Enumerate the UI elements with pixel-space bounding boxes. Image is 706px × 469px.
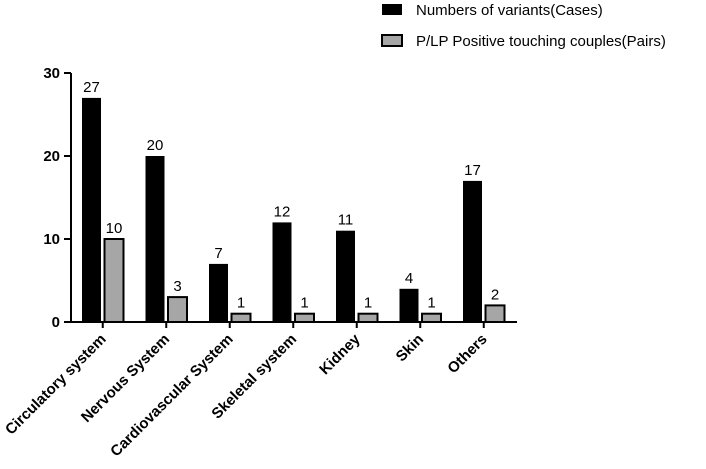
legend: Numbers of variants(Cases) P/LP Positive … bbox=[381, 2, 666, 50]
bar-pairs bbox=[294, 312, 315, 324]
y-tick-label: 10 bbox=[43, 231, 60, 248]
legend-swatch bbox=[382, 4, 402, 15]
bar-variants bbox=[463, 180, 482, 322]
data-label: 3 bbox=[173, 278, 181, 295]
y-tick-label: 20 bbox=[43, 148, 60, 165]
data-label: 1 bbox=[364, 295, 372, 312]
legend-label: Numbers of variants(Cases) bbox=[416, 2, 603, 19]
data-label: 1 bbox=[427, 295, 435, 312]
bar-variants bbox=[336, 230, 355, 322]
bar-pairs bbox=[421, 312, 442, 324]
bar-pairs bbox=[167, 296, 188, 324]
bar-variants bbox=[145, 156, 165, 322]
bar-pairs bbox=[484, 304, 506, 323]
legend-swatch bbox=[381, 34, 403, 47]
bar-pairs bbox=[103, 238, 125, 323]
bar-variants bbox=[272, 222, 292, 322]
data-label: 1 bbox=[237, 295, 245, 312]
bar-pairs bbox=[230, 312, 252, 324]
data-label: 4 bbox=[405, 270, 413, 287]
data-label: 2 bbox=[491, 286, 499, 303]
data-label: 7 bbox=[214, 245, 222, 262]
category-label: Others bbox=[444, 331, 490, 377]
y-tick-label: 0 bbox=[52, 314, 60, 331]
bar-pairs bbox=[357, 312, 379, 324]
y-tick-label: 30 bbox=[43, 65, 60, 82]
data-label: 17 bbox=[464, 162, 481, 179]
bar-variants bbox=[82, 97, 101, 323]
legend-label: P/LP Positive touching couples(Pairs) bbox=[416, 33, 666, 50]
data-label: 20 bbox=[147, 137, 164, 154]
category-label: Skin bbox=[393, 331, 427, 365]
data-label: 10 bbox=[106, 220, 123, 237]
data-label: 1 bbox=[300, 295, 308, 312]
bar-variants bbox=[209, 263, 228, 322]
category-label: Kidney bbox=[316, 330, 364, 378]
data-label: 12 bbox=[274, 203, 291, 220]
bar-variants bbox=[399, 288, 419, 322]
data-label: 27 bbox=[83, 79, 100, 96]
data-label: 11 bbox=[338, 212, 354, 229]
y-axis: 0 10 20 30 bbox=[43, 65, 72, 331]
category-label: Cardiovascular System bbox=[107, 331, 236, 460]
